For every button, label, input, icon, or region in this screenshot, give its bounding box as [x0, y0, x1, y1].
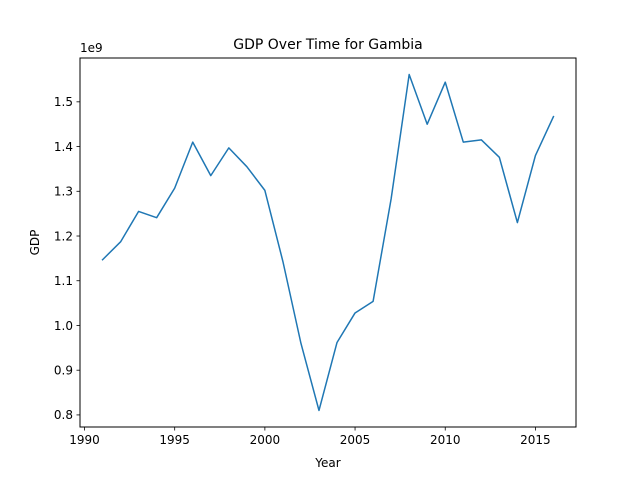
chart-title: GDP Over Time for Gambia [233, 37, 422, 53]
x-tick-label-2015: 2015 [520, 433, 551, 447]
y-tick-label-1: 0.9 [54, 364, 73, 378]
y-tick-label-6: 1.4 [54, 140, 73, 154]
y-tick-label-3: 1.1 [54, 274, 73, 288]
y-tick-label-5: 1.3 [54, 185, 73, 199]
x-tick-label-1990: 1990 [69, 433, 100, 447]
y-axis-label: GDP [28, 230, 42, 256]
x-tick-label-2010: 2010 [430, 433, 461, 447]
x-tick-label-2005: 2005 [340, 433, 371, 447]
y-tick-label-7: 1.5 [54, 95, 73, 109]
y-tick-label-4: 1.2 [54, 229, 73, 243]
x-tick-label-2000: 2000 [250, 433, 281, 447]
y-tick-label-0: 0.8 [54, 408, 73, 422]
x-axis-label: Year [314, 456, 340, 470]
y-axis-offset-label: 1e9 [80, 41, 103, 55]
x-tick-label-1995: 1995 [159, 433, 190, 447]
y-tick-label-2: 1.0 [54, 319, 73, 333]
